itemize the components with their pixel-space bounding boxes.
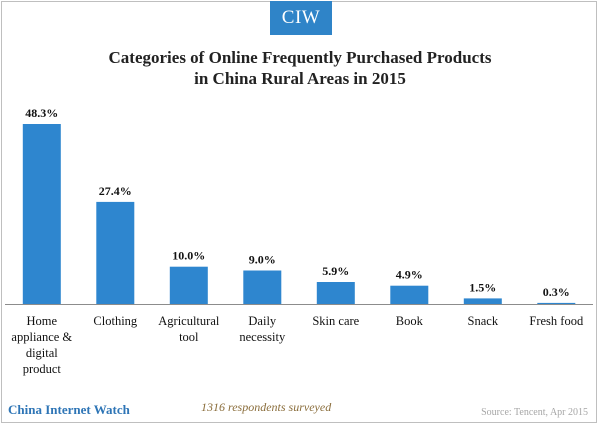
- footer-source: Source: Tencent, Apr 2015: [481, 407, 588, 418]
- bar-7: [537, 302, 576, 304]
- footer-note: 1316 respondents surveyed: [201, 400, 332, 414]
- data-label-3: 9.0%: [249, 253, 276, 267]
- data-label-1: 27.4%: [99, 184, 132, 198]
- data-label-6: 1.5%: [469, 280, 496, 294]
- category-label-2: Agricultural tool: [158, 314, 220, 344]
- bar-3: [243, 270, 282, 304]
- category-label-0: Home appliance & digital product: [11, 314, 72, 376]
- bar-2: [169, 266, 208, 304]
- bar-1: [96, 201, 135, 304]
- data-label-4: 5.9%: [322, 264, 349, 278]
- category-label-1: Clothing: [93, 314, 138, 328]
- bar-5: [390, 285, 429, 304]
- bar-6: [463, 298, 502, 304]
- category-label-7: Fresh food: [529, 314, 584, 328]
- bar-4: [316, 282, 355, 304]
- data-label-2: 10.0%: [172, 249, 205, 263]
- chart-title: Categories of Online Frequently Purchase…: [108, 48, 492, 88]
- category-label-5: Book: [396, 314, 424, 328]
- bar-0: [22, 124, 61, 304]
- data-label-5: 4.9%: [396, 268, 423, 282]
- footer-brand: China Internet Watch: [8, 402, 130, 417]
- category-label-6: Snack: [468, 314, 499, 328]
- category-label-4: Skin care: [312, 314, 359, 328]
- category-label-3: Daily necessity: [239, 314, 286, 344]
- data-label-7: 0.3%: [543, 285, 570, 299]
- data-label-0: 48.3%: [25, 106, 58, 120]
- ciw-logo: CIW: [270, 1, 332, 35]
